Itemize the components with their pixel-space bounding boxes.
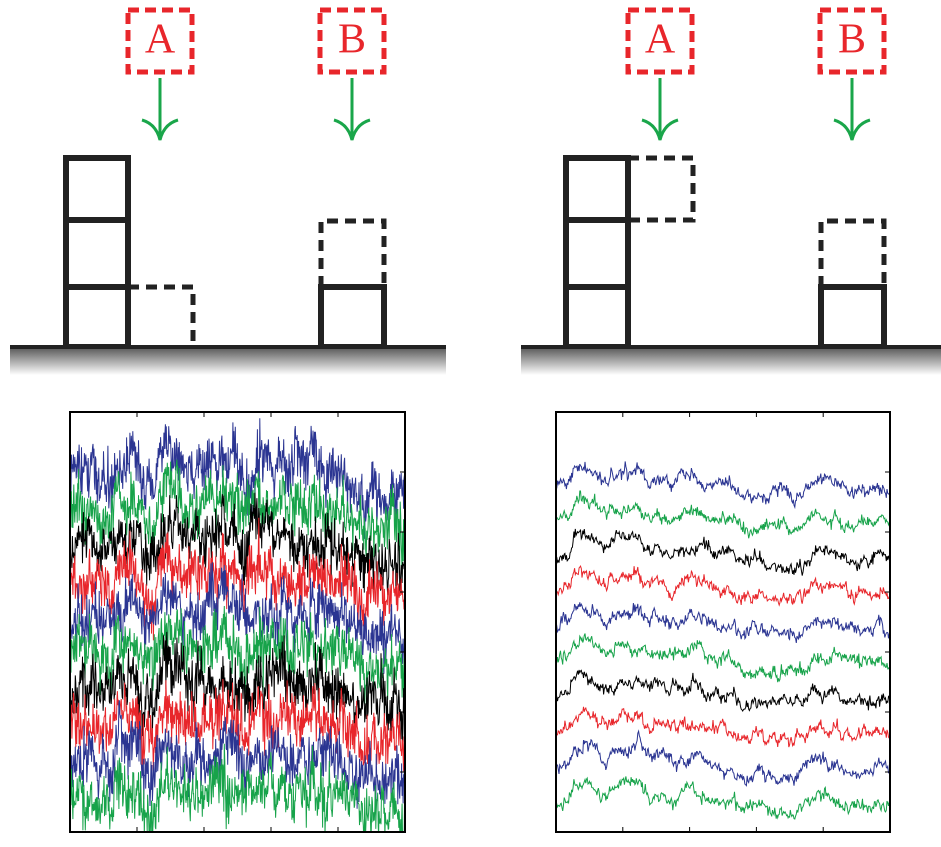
dashed-block: [628, 158, 693, 220]
label: B: [838, 17, 866, 63]
trace: [556, 461, 890, 507]
block: [566, 158, 628, 220]
block: [566, 220, 628, 287]
block: [821, 287, 884, 347]
block: [566, 287, 628, 347]
dashed-block: [128, 287, 193, 347]
arrow: [834, 78, 870, 140]
trace-plot-right: [556, 461, 890, 819]
trace: [556, 566, 890, 605]
trace-plot-left: [70, 418, 405, 847]
label: B: [338, 17, 366, 63]
ground: [521, 347, 941, 375]
trace: [556, 707, 890, 747]
arrow: [142, 78, 178, 140]
label: A: [645, 17, 676, 63]
dashed-block: [321, 221, 384, 287]
trace: [556, 529, 890, 576]
trace: [556, 634, 890, 683]
block: [66, 158, 128, 220]
trace: [556, 731, 890, 786]
trace: [556, 491, 890, 538]
trace: [556, 776, 890, 819]
ground: [10, 347, 446, 375]
scene-right: A B: [521, 10, 941, 375]
arrow: [642, 78, 678, 140]
trace: [556, 670, 890, 711]
figure: A B A B: [0, 0, 941, 847]
dashed-block: [821, 221, 884, 287]
block: [321, 287, 384, 347]
scene-left: A B: [10, 10, 446, 375]
arrow: [334, 78, 370, 140]
block: [66, 287, 128, 347]
label: A: [145, 17, 176, 63]
block: [66, 220, 128, 287]
trace: [556, 602, 890, 643]
